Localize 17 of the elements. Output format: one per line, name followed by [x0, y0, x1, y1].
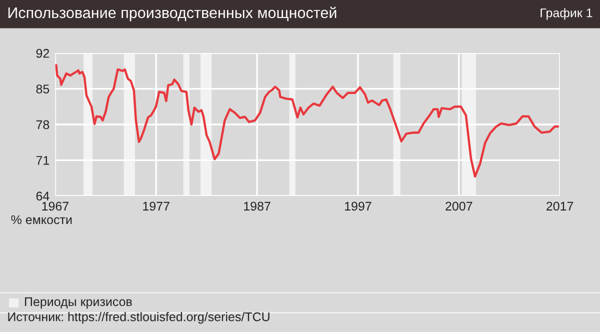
text: Периоды кризисов [25, 297, 132, 309]
y-tick-label: 92 [36, 48, 50, 58]
text: Источник: https://fred.stlouisfed.org/series/TCU [8, 312, 270, 324]
x-tick-label: 2017 [546, 202, 574, 211]
line-series [55, 64, 559, 178]
x-tick-label: 1987 [244, 202, 270, 211]
text: График 1 [540, 8, 592, 20]
y-tick-label: 85 [36, 84, 50, 94]
x-tick-label: 2007 [446, 202, 472, 211]
y-tick-label: 78 [36, 120, 50, 130]
y-axis-title: % емкости [11, 215, 72, 224]
y-tick-label: 71 [36, 156, 50, 165]
x-tick-label: 1997 [345, 202, 372, 211]
y-tick-label: 64 [36, 192, 50, 201]
x-tick-label: 1967 [42, 202, 68, 211]
chart-title: Использование производственных мощностей [8, 6, 336, 22]
x-tick-label: 1977 [143, 202, 170, 211]
